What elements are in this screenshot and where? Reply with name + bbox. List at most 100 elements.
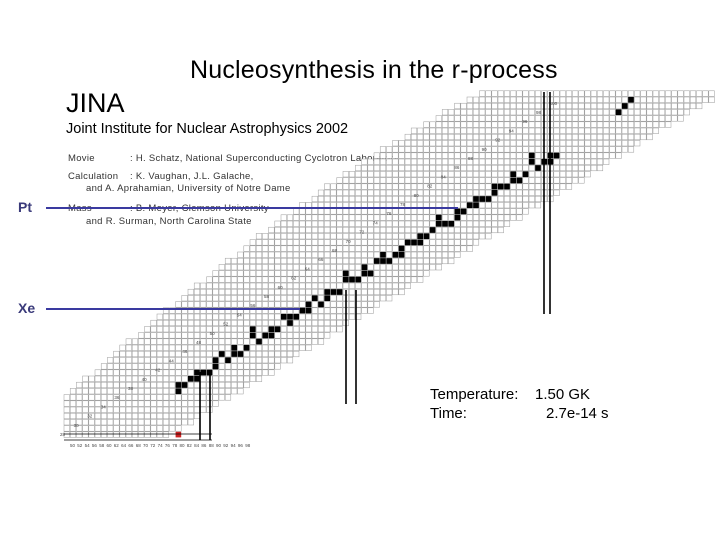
nuclide-cell (466, 189, 473, 196)
nuclide-cell (410, 226, 418, 234)
nuclide-cell (572, 177, 579, 184)
nuclide-cell (361, 233, 368, 240)
nuclide-cell (404, 226, 411, 234)
nuclide-cell (280, 326, 287, 333)
nuclide-cell (404, 164, 411, 172)
nuclide-cell (528, 133, 535, 141)
nuclide-cell (491, 152, 498, 159)
nuclide-cell (398, 288, 405, 296)
nuclide-cell (553, 189, 560, 196)
nuclide-cell (206, 338, 213, 345)
nuclide-cell (429, 146, 436, 153)
nuclide-cell (516, 146, 523, 153)
nuclide-cell (231, 313, 238, 320)
nuclide-cell (603, 115, 610, 122)
nuclide-cell (336, 226, 343, 234)
nuclide-cell (324, 264, 331, 271)
nuclide-cell (330, 282, 337, 289)
nuclide-cell (386, 214, 393, 221)
nuclide-cell (262, 301, 269, 308)
nuclide-cell (348, 177, 356, 184)
nuclide-cell (491, 133, 498, 141)
nuclide-cell (379, 295, 387, 302)
nuclide-cell (63, 425, 70, 432)
credit-text: : K. Vaughan, J.L. Galache, (130, 171, 254, 182)
nuclide-cell (640, 96, 647, 103)
nuclide-cell (330, 251, 337, 258)
nuclide-cell (324, 239, 331, 246)
nuclide-cell (193, 344, 201, 351)
nuclide-cell (131, 406, 139, 413)
nuclide-cell (503, 146, 511, 153)
nuclide-cell (156, 326, 163, 333)
nuclide-cell (125, 363, 132, 370)
nuclide-cell (466, 195, 473, 203)
nuclide-cell (398, 257, 405, 265)
nuclide-cell (293, 264, 300, 271)
nuclide-cell (181, 344, 188, 351)
nuclide-cell (460, 121, 467, 128)
nuclide-cell (572, 121, 579, 128)
nuclide-cell (175, 369, 182, 376)
nuclide-cell (404, 171, 411, 178)
nuclide-cell (181, 326, 188, 333)
nuclide-cell (243, 357, 250, 364)
nuclide-cell (348, 245, 356, 252)
nuclide-cell (262, 338, 269, 345)
nuclide-cell (107, 406, 114, 413)
slide-title: Nucleosynthesis in the r-process (190, 56, 558, 84)
nuclide-cell (516, 140, 523, 147)
nuclide-cell (286, 288, 294, 296)
nuclide-cell (373, 301, 380, 308)
nuclide-cell (615, 146, 622, 153)
nuclide-cell (553, 158, 560, 165)
nuclide-cell (286, 350, 294, 358)
nuclide-cell (144, 406, 151, 413)
nuclide-cell (286, 326, 294, 333)
nuclide-cell (435, 152, 442, 159)
nuclide-cell (175, 350, 182, 358)
nuclide-cell (348, 208, 356, 215)
nuclide-cell (324, 189, 331, 196)
nuclide-cell (224, 264, 232, 271)
nuclide-cell (243, 375, 250, 382)
nuclide-cell (646, 127, 653, 134)
nuclide-cell (355, 226, 362, 234)
x-tick-label: 60 (107, 443, 113, 448)
nuclide-cell (336, 307, 343, 314)
nuclide-cell (423, 183, 430, 190)
nuclide-cell (175, 301, 182, 308)
nuclide-cell (466, 127, 473, 134)
nuclide-cell (404, 214, 411, 221)
nuclide-cell (162, 388, 170, 395)
nuclide-cell (584, 146, 591, 153)
nuclide-cell (367, 208, 374, 215)
nuclide-cell (361, 189, 368, 196)
nuclide-cell (193, 338, 201, 345)
nuclide-cell (634, 109, 641, 116)
nuclide-cell (603, 158, 610, 165)
nuclide-cell (621, 146, 628, 153)
nuclide-cell (689, 90, 697, 97)
nuclide-cell (479, 96, 486, 103)
nuclide-cell (200, 381, 207, 389)
nuclide-cell (510, 202, 517, 209)
nuclide-cell (286, 239, 294, 246)
abundant-nuclide (324, 289, 330, 295)
y-tick-label: 84 (441, 174, 447, 179)
nuclide-cell (169, 363, 176, 370)
nuclide-cell (330, 183, 337, 190)
nuclide-cell (249, 288, 256, 296)
nuclide-cell (131, 400, 139, 407)
nuclide-cell (516, 202, 523, 209)
nuclide-cell (299, 344, 306, 351)
nuclide-cell (435, 133, 442, 141)
nuclide-cell (392, 183, 399, 190)
nuclide-cell (497, 220, 504, 227)
nuclide-cell (138, 400, 145, 407)
nuclide-cell (348, 301, 356, 308)
nuclide-cell (361, 282, 368, 289)
nuclide-cell (76, 406, 83, 413)
nuclide-cell (472, 127, 480, 134)
nuclide-cell (423, 133, 430, 141)
